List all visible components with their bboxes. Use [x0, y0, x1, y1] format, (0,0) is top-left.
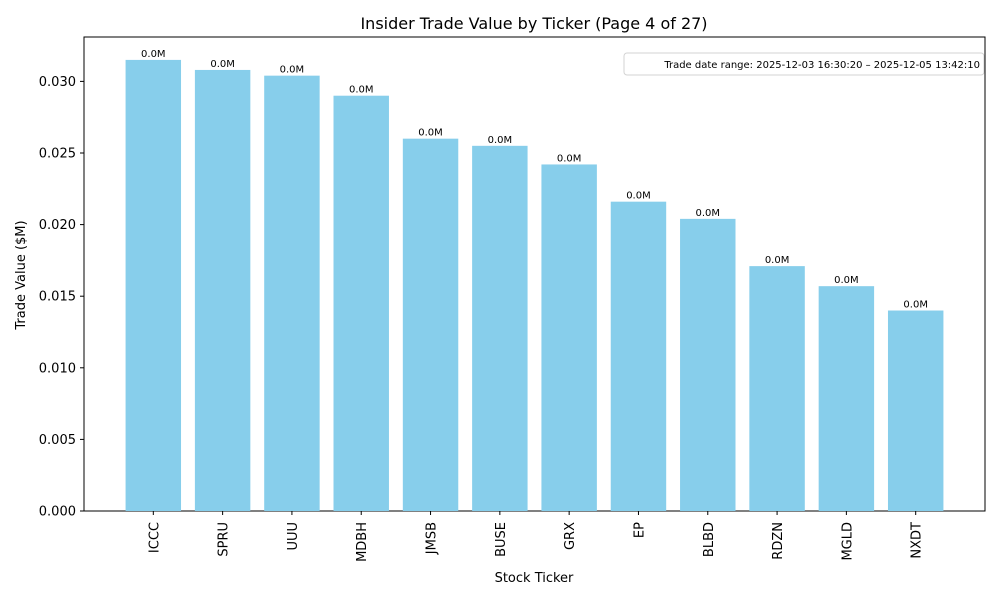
x-axis-label: Stock Ticker: [495, 571, 574, 586]
x-tick-label-rdzn: RDZN: [771, 522, 786, 560]
x-tick-label-buse: BUSE: [494, 522, 509, 557]
bar-value-label-blbd: 0.0M: [696, 208, 721, 219]
x-tick-label-spru: SPRU: [217, 522, 232, 557]
x-tick-label-mgld: MGLD: [840, 522, 855, 561]
plot-area: [83, 36, 986, 512]
trade-date-range-annotation: Trade date range: 2025-12-03 16:30:20 – …: [663, 60, 980, 71]
plot-frame: [83, 36, 986, 512]
bars-group: [125, 59, 944, 512]
bar-value-label-mgld: 0.0M: [834, 275, 859, 286]
bar-mgld: [818, 286, 875, 511]
bar-ep: [610, 201, 667, 511]
bar-blbd: [680, 218, 736, 511]
x-tick-label-mdbh: MDBH: [355, 522, 370, 562]
y-tick-label: 0.000: [39, 505, 76, 520]
bar-value-label-iccc: 0.0M: [141, 49, 166, 60]
x-tick-label-ep: EP: [632, 522, 647, 538]
bar-uuu: [264, 75, 320, 511]
x-tick-label-blbd: BLBD: [702, 522, 717, 557]
bar-jmsb: [402, 138, 459, 512]
bar-value-label-buse: 0.0M: [488, 135, 513, 146]
annotation-box: Trade date range: 2025-12-03 16:30:20 – …: [623, 52, 985, 76]
x-tick-label-iccc: ICCC: [147, 522, 162, 553]
x-tick-label-nxdt: NXDT: [910, 522, 925, 559]
bar-buse: [472, 145, 528, 511]
bar-value-label-nxdt: 0.0M: [903, 300, 928, 311]
y-axis-label: Trade Value ($M): [14, 220, 29, 330]
bar-value-label-jmsb: 0.0M: [418, 128, 443, 139]
bar-iccc: [125, 59, 182, 511]
x-tick-label-uuu: UUU: [286, 522, 301, 551]
y-tick-label: 0.015: [39, 290, 76, 305]
bar-spru: [194, 69, 251, 511]
y-tick-label: 0.005: [39, 433, 76, 448]
bar-value-label-rdzn: 0.0M: [765, 255, 790, 266]
bar-value-label-spru: 0.0M: [210, 59, 235, 70]
y-tick-label: 0.020: [39, 218, 76, 233]
bar-mdbh: [333, 95, 389, 512]
bar-value-label-ep: 0.0M: [626, 191, 651, 202]
bar-value-label-grx: 0.0M: [557, 153, 582, 164]
bar-rdzn: [749, 266, 805, 511]
y-tick-label: 0.030: [39, 75, 76, 90]
x-tick-label-grx: GRX: [563, 522, 578, 550]
y-tick-label: 0.025: [39, 146, 76, 161]
bar-grx: [541, 164, 597, 511]
annotation-background: [623, 52, 985, 76]
y-axis-ticks: 0.000 0.005 0.010 0.015 0.020 0.025 0.030: [39, 75, 84, 520]
bar-value-label-mdbh: 0.0M: [349, 85, 374, 96]
chart-title: Insider Trade Value by Ticker (Page 4 of…: [360, 14, 707, 33]
y-tick-label: 0.010: [39, 361, 76, 376]
bar-labels-group: 0.0M 0.0M 0.0M 0.0M 0.0M 0.0M 0.0M 0.0M 0.0M 0.0M…: [141, 49, 928, 311]
x-tick-label-jmsb: JMSB: [425, 522, 440, 555]
x-axis-ticks: ICCC SPRU UUU MDBH JMSB BUSE GRX EP BLBD RDZN MGLD…: [147, 511, 925, 562]
bar-value-label-uuu: 0.0M: [280, 65, 305, 76]
bar-nxdt: [887, 310, 944, 511]
